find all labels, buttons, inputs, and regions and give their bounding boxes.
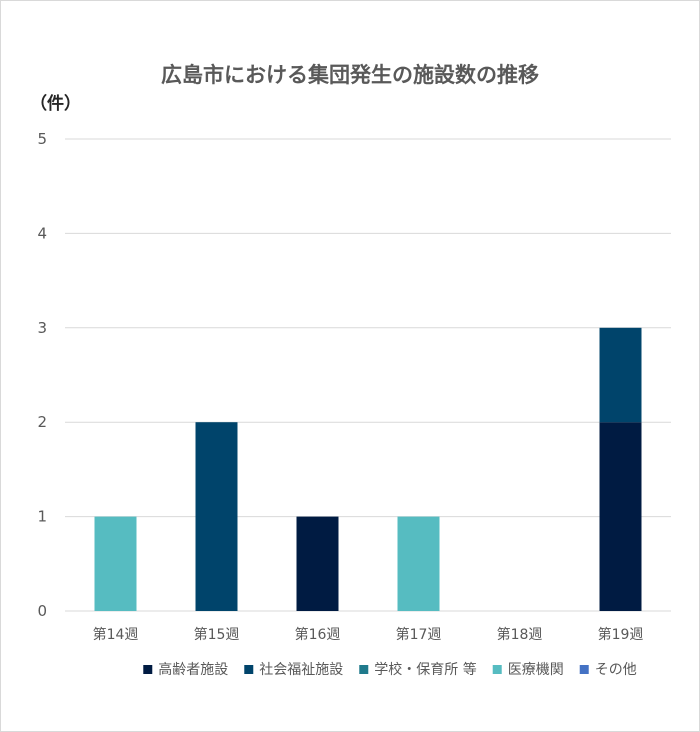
y-tick-label: 0: [37, 602, 47, 620]
legend-item: 社会福祉施設: [244, 662, 343, 678]
x-tick-label: 第18週: [497, 626, 543, 643]
legend-item: 高齢者施設: [143, 661, 228, 678]
y-tick-label: 1: [37, 508, 47, 526]
legend-label: その他: [595, 662, 637, 678]
legend-item: 医療機関: [492, 661, 564, 678]
y-tick-label: 2: [37, 413, 47, 431]
y-tick-label: 5: [37, 130, 47, 148]
bar-segment: [195, 422, 238, 611]
gridlines: [65, 138, 671, 612]
legend-item: その他: [579, 662, 637, 678]
bars: [94, 327, 642, 611]
bar-segment: [599, 422, 642, 611]
bar-segment: [599, 327, 642, 423]
x-tick-label: 第15週: [194, 626, 240, 643]
y-tick-label: 3: [37, 319, 47, 337]
legend-swatch: [143, 665, 153, 674]
legend-label: 学校・保育所 等: [374, 661, 476, 678]
legend-label: 医療機関: [508, 661, 564, 678]
bar-segment: [94, 516, 137, 611]
y-axis-ticks: 0 1 2 3 4 5: [37, 130, 47, 620]
x-tick-label: 第16週: [295, 626, 341, 643]
legend-swatch: [492, 665, 502, 674]
legend-label: 高齢者施設: [158, 661, 228, 678]
legend-label: 社会福祉施設: [259, 662, 343, 678]
legend-swatch: [579, 665, 589, 674]
legend-swatch: [359, 665, 369, 674]
bar-segment: [397, 516, 440, 611]
y-tick-label: 4: [37, 224, 47, 242]
x-axis-ticks: 第14週 第15週 第16週 第17週 第18週 第19週: [93, 626, 644, 643]
legend: 高齢者施設 社会福祉施設 学校・保育所 等 医療機関 その他: [143, 661, 637, 678]
y-axis-unit-label: （件）: [30, 93, 81, 114]
x-tick-label: 第19週: [598, 626, 644, 643]
legend-item: 学校・保育所 等: [359, 661, 477, 678]
legend-swatch: [244, 665, 254, 674]
x-tick-label: 第14週: [93, 626, 139, 643]
chart-title: 広島市における集団発生の施設数の推移: [161, 63, 539, 87]
bar-segment: [296, 516, 339, 611]
x-tick-label: 第17週: [396, 626, 442, 643]
